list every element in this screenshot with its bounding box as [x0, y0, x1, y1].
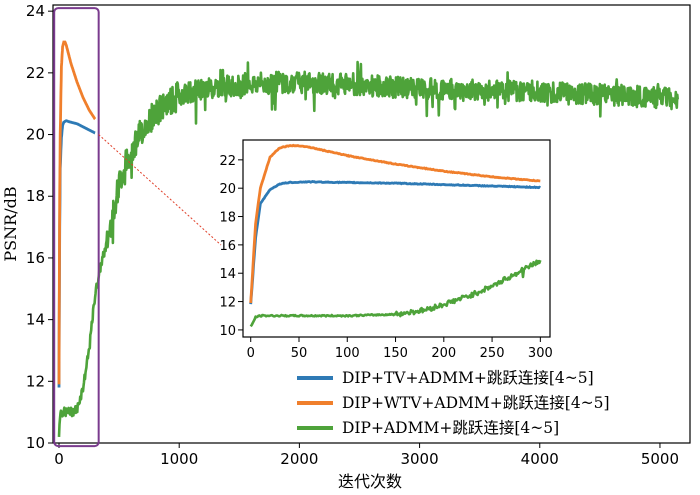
inset-plot-lines	[249, 143, 542, 328]
series-3-line	[57, 60, 679, 437]
legend-label-series-2: DIP+WTV+ADMM+跳跃连接[4~5]	[342, 394, 610, 412]
main-plot-lines	[57, 40, 679, 437]
x-tick-label: 5000	[641, 450, 679, 468]
x-tick-label: 2000	[280, 450, 318, 468]
x-tick-label: 4000	[521, 450, 559, 468]
y-tick-label: 14	[26, 311, 45, 329]
inset-series-1-line	[249, 180, 541, 305]
inset-y-tick-label: 14	[219, 267, 236, 282]
zoom-connector-line	[98, 134, 222, 246]
inset-x-tick-label: 250	[480, 346, 505, 361]
inset-y-tick-label: 12	[219, 296, 236, 311]
main-plot-frame	[52, 4, 691, 444]
inset-x-tick-label: 0	[247, 346, 255, 361]
inset-y-tick-label: 10	[219, 324, 236, 339]
legend: DIP+TV+ADMM+跳跃连接[4~5] DIP+WTV+ADMM+跳跃连接[…	[297, 369, 610, 437]
legend-label-series-1: DIP+TV+ADMM+跳跃连接[4~5]	[342, 369, 594, 387]
inset-plot-frame	[242, 139, 551, 338]
x-axis-title: 迭代次数	[338, 472, 402, 491]
inset-plot-background	[243, 140, 550, 337]
y-axis-title: PSNR/dB	[1, 186, 20, 261]
inset-y-tick-label: 22	[219, 154, 236, 169]
inset-y-tick-label: 20	[219, 182, 236, 197]
inset-y-tick-label: 18	[219, 211, 236, 226]
inset-x-tick-label: 100	[335, 346, 360, 361]
inset-series-2-line	[249, 143, 541, 304]
inset-x-tick-label: 200	[431, 346, 456, 361]
x-tick-label: 3000	[400, 450, 438, 468]
inset-axis-ticks: 0 50 100 150 200 250 300 10 12 14 16 18 20 22	[219, 154, 552, 361]
inset-series-3-line	[249, 259, 542, 328]
series-1-line	[57, 119, 96, 388]
y-tick-label: 12	[26, 372, 45, 390]
y-tick-label: 10	[26, 434, 45, 452]
inset-x-tick-label: 150	[383, 346, 408, 361]
legend-label-series-3: DIP+ADMM+跳跃连接[4~5]	[342, 419, 559, 437]
y-tick-label: 18	[26, 187, 45, 205]
series-2-line	[57, 40, 97, 385]
x-tick-label: 1000	[160, 450, 198, 468]
inset-y-tick-label: 16	[219, 239, 236, 254]
zoom-highlight-box	[53, 7, 100, 448]
y-tick-label: 16	[26, 249, 45, 267]
inset-x-tick-label: 50	[291, 346, 308, 361]
x-tick-label: 0	[54, 450, 64, 468]
y-tick-label: 22	[26, 64, 45, 82]
inset-x-tick-label: 300	[528, 346, 553, 361]
y-tick-label: 24	[26, 2, 45, 20]
y-tick-label: 20	[26, 126, 45, 144]
